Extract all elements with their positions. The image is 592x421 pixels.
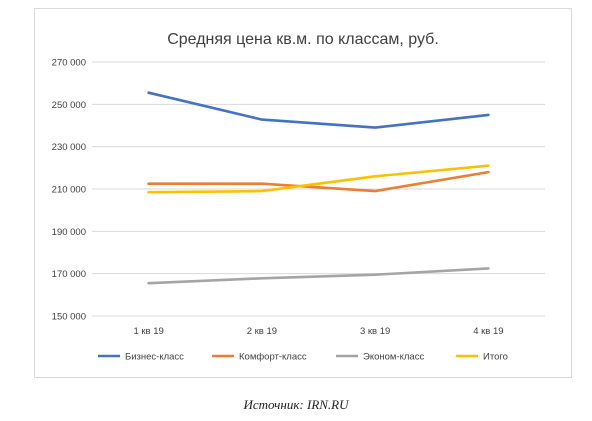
source-caption: Источник: IRN.RU	[243, 397, 349, 412]
y-tick-label: 250 000	[52, 100, 86, 111]
y-tick-label: 190 000	[52, 227, 86, 238]
y-tick-label: 210 000	[52, 185, 86, 196]
x-tick-label: 4 кв 19	[473, 326, 503, 337]
y-tick-label: 150 000	[52, 312, 86, 323]
legend-label: Итого	[483, 352, 508, 363]
series-line-4	[147, 164, 490, 194]
y-tick-label: 270 000	[52, 58, 86, 69]
x-tick-label: 3 кв 19	[360, 326, 390, 337]
series-line-3	[147, 267, 490, 285]
legend-label: Эконом-класс	[363, 352, 424, 363]
y-tick-label: 230 000	[52, 142, 86, 153]
x-tick-label: 1 кв 19	[133, 326, 163, 337]
legend-label: Комфорт-класс	[239, 352, 307, 363]
series-line-1	[147, 91, 490, 129]
legend-label: Бизнес-класс	[125, 352, 184, 363]
x-tick-label: 2 кв 19	[247, 326, 277, 337]
chart-title: Средняя цена кв.м. по классам, руб.	[167, 31, 439, 48]
y-tick-label: 170 000	[52, 269, 86, 280]
series-line-2	[147, 170, 490, 193]
